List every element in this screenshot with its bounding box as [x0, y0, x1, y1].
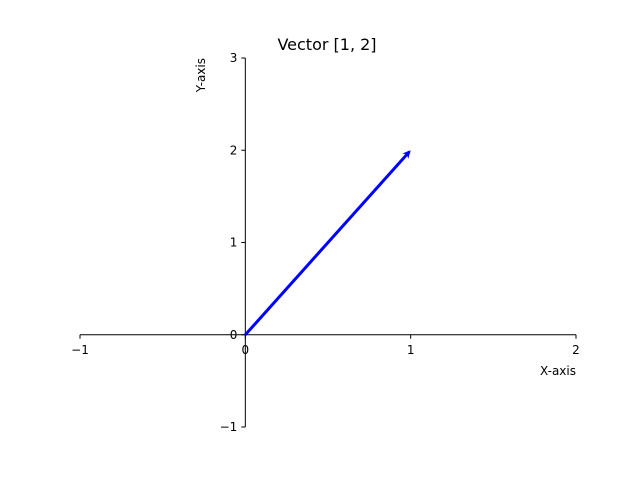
- x-axis-ticks: −1 0 1 2: [71, 334, 580, 357]
- vector-arrow: [244, 150, 411, 336]
- x-tick-label: 0: [242, 343, 250, 357]
- y-axis-ticks: −1 0 1 2 3: [220, 51, 246, 434]
- y-tick-label: 0: [230, 328, 238, 342]
- x-tick-label: −1: [71, 343, 89, 357]
- y-tick-label: 3: [230, 51, 238, 65]
- x-tick-label: 1: [407, 343, 415, 357]
- x-axis-label: X-axis: [540, 364, 576, 378]
- y-tick-label: 1: [230, 236, 238, 250]
- y-tick-label: −1: [220, 420, 238, 434]
- y-tick-label: 2: [230, 143, 238, 157]
- chart-title: Vector [1, 2]: [277, 35, 376, 54]
- x-tick-label: 2: [572, 343, 580, 357]
- y-axis-label: Y-axis: [194, 58, 208, 93]
